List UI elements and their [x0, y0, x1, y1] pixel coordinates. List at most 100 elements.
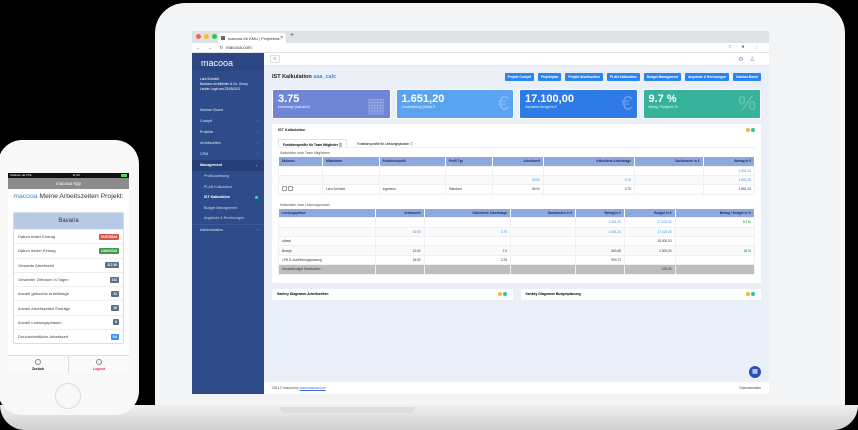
panel-controls[interactable]: [746, 128, 755, 132]
kanban-board-button[interactable]: Kanban Board: [733, 73, 761, 81]
projekt-cockpit-button[interactable]: Projekt Cockpit: [504, 73, 535, 81]
tab-leistungsphasen[interactable]: Funktionsprofile für Leistungsphasen ⓘ: [357, 142, 414, 146]
angebote-button[interactable]: Angebote & Rechnungen: [685, 73, 730, 81]
project-link[interactable]: aaa_calc: [313, 74, 337, 80]
table-row: LPH 5: Ausführungsplanung 18:00 2.25 990…: [277, 254, 756, 266]
tab-team[interactable]: Funktionsprofile für Team Mitglieder ⓘ: [278, 139, 348, 147]
cell: 1.651,20: [575, 226, 625, 237]
documentation-link[interactable]: Dokumentation: [739, 386, 761, 390]
page-title: IST Kalkulation aaa_calc: [272, 74, 336, 80]
sidebar-item-cockpit[interactable]: Cockpit ›: [192, 116, 264, 127]
cell: Ingenieur: [378, 184, 446, 195]
favicon-icon: [221, 36, 225, 40]
label: Arbeitstage (kalkuliert): [278, 105, 310, 109]
sankey-budget-panel: Sankey Diagramm Budgetplanung: [520, 288, 761, 300]
heading-text: Meine Arbeitszeiten Projekt:: [39, 193, 124, 200]
edit-icon[interactable]: [282, 186, 287, 192]
user-last-login: Letzter Login am 23/05/2021: [200, 87, 241, 91]
col-header: Leistungsphase: [278, 208, 377, 218]
logout-icon: [96, 359, 102, 365]
sidebar-sub-budget-management[interactable]: Budget Management: [204, 205, 238, 210]
minimize-window-button[interactable]: [204, 34, 209, 39]
label: Datum letzter Eintrag: [18, 248, 56, 254]
sidebar-item-kanban[interactable]: Kanban Board: [192, 105, 264, 116]
home-button[interactable]: [55, 383, 81, 409]
menu-toggle-button[interactable]: ≡: [270, 55, 280, 63]
logout-button[interactable]: Logout: [68, 356, 129, 373]
chart-icon[interactable]: [288, 186, 293, 192]
sidebar-sub-profilzuweisung[interactable]: Profilzuweisung: [204, 174, 230, 178]
chevron-icon: ›: [256, 227, 258, 232]
user-icon[interactable]: ♙: [749, 57, 761, 63]
col-header: Funktionsprofil: [379, 157, 446, 166]
expand-icon[interactable]: [751, 128, 755, 132]
calendar-fab-button[interactable]: ▦: [749, 366, 761, 378]
footer: 2021 © macooa by www.macooa.com Dokument…: [264, 382, 769, 394]
battery-icon: [120, 174, 127, 177]
app-title: macooa App: [8, 178, 129, 189]
nav-buttons[interactable]: ← → ↻: [196, 45, 227, 50]
carrier: Telekom.de LTE: [10, 173, 32, 177]
badge: 117:30: [105, 262, 119, 269]
app: macooa Lara Schmidt Bauhaus Architekten …: [192, 53, 769, 394]
browser-tab[interactable]: macooa für KMU | Projektma... ×: [218, 33, 286, 43]
projektplan-button[interactable]: Projektplan: [538, 73, 562, 81]
logo[interactable]: macooa: [192, 53, 264, 71]
back-button[interactable]: Zurück: [8, 356, 68, 373]
back-icon: [35, 359, 41, 365]
close-tab-icon[interactable]: ×: [280, 35, 283, 41]
plan-kalkulation-button[interactable]: PLAN Kalkulation: [607, 73, 640, 81]
status-bar: Telekom.de LTE 11:20: [8, 173, 129, 178]
panel-title: Sankey Diagramm Budgetplanung: [525, 292, 581, 297]
label: Logout: [92, 367, 106, 371]
sidebar-sub-ist-kalkulation[interactable]: IST Kalkulation: [192, 192, 264, 203]
sidebar-item-projekte[interactable]: Projekte ›: [192, 127, 264, 138]
panel-controls[interactable]: [497, 291, 507, 296]
label: Geplantes Budget in €: [525, 105, 557, 109]
sidebar-item-crm[interactable]: CRM ›: [192, 149, 264, 160]
collapse-icon[interactable]: [746, 128, 750, 132]
table-row: Lara Schmidt Ingenieur Standard 30:00 3.…: [277, 184, 755, 195]
col-header: Arbeitszeit: [375, 208, 425, 218]
label: Datum erster Eintrag: [18, 234, 55, 240]
list-item: Datum letzter Eintrag 24/04/2015: [14, 243, 123, 257]
window-controls: [196, 34, 217, 39]
list-item: Anzahl Arbeitszeiten Einträge 26: [14, 300, 123, 314]
time: 11:20: [72, 173, 80, 177]
col-header: Profil Typ: [445, 157, 493, 166]
euro-icon: €: [621, 93, 633, 115]
footer-link[interactable]: www.macooa.com: [299, 386, 326, 390]
sankey-arbeitszeiten-panel: Sankey Diagramm Arbeitszeiten: [272, 288, 513, 300]
maximize-window-button[interactable]: [212, 34, 217, 39]
list-item: Gesamte Arbeitszeit 117:30: [14, 257, 123, 272]
cell: 100,00: [623, 264, 676, 275]
chevron-icon: ›: [256, 119, 258, 123]
close-window-button[interactable]: [196, 34, 201, 39]
team-caption: Kalkulation nach Team Mitgliedern: [280, 151, 331, 155]
col-header: Sachkosten in €: [634, 157, 704, 166]
settings-icon[interactable]: ⚙: [738, 57, 750, 63]
budget-management-button[interactable]: Budget Management: [643, 73, 682, 81]
sidebar-item-management[interactable]: Management ⌄: [192, 160, 264, 171]
cell: 3.75: [423, 226, 512, 237]
sidebar-sub-angebote[interactable]: Angebote & Rechnungen: [204, 216, 245, 220]
chevron-icon: ›: [256, 152, 258, 156]
cell: 990,72: [575, 254, 625, 266]
label: Projekte: [200, 130, 214, 134]
sidebar-sub-plan-kalkulation[interactable]: PLAN Kalkulation: [204, 184, 232, 189]
cell: 1.651,20: [702, 174, 755, 186]
col-header: Kalkulierte Arbeitstage: [543, 157, 635, 166]
projekt-arbeitszeiten-button[interactable]: Projekt Arbeitszeiten: [565, 73, 604, 81]
url-field[interactable]: macooa.com: [226, 45, 252, 50]
label: Anzahl Leistungsphasen: [18, 319, 62, 325]
cell: 15.000,00: [623, 235, 676, 247]
sidebar-item-arbeitszeiten[interactable]: Arbeitszeiten ›: [192, 138, 264, 149]
panel-controls[interactable]: [746, 291, 755, 296]
new-tab-button[interactable]: +: [290, 32, 295, 39]
col-header: Arbeitszeit: [492, 157, 544, 166]
sidebar-item-administration[interactable]: Administration ›: [192, 223, 264, 235]
list-item: Datum erster Eintrag 01/07/2014: [14, 229, 123, 243]
calendar-icon: ▦: [366, 95, 386, 117]
profile-menu-icons[interactable]: ☆ ● ⋮: [727, 44, 763, 50]
value: 17.100,00: [525, 93, 574, 105]
